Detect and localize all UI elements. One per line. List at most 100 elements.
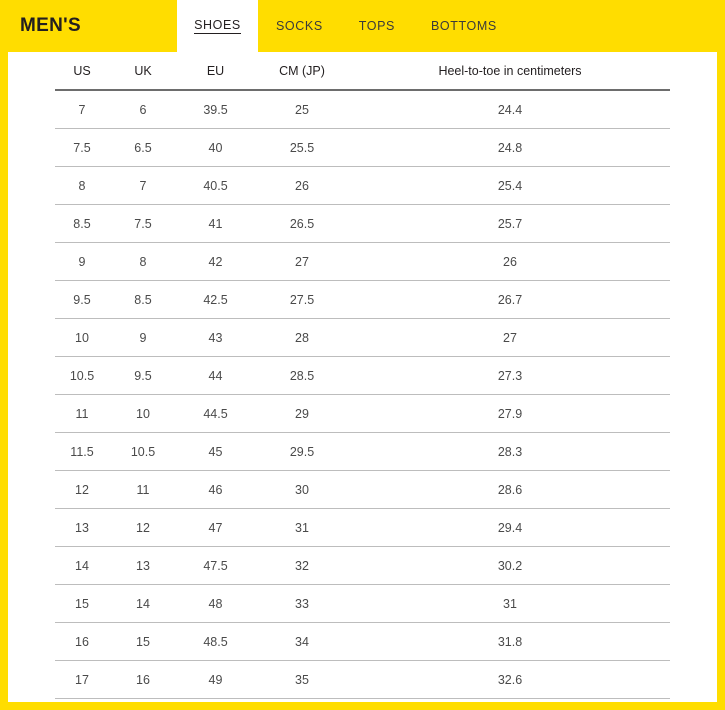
cell-r0-c0: 7: [55, 90, 109, 129]
cell-r11-c3: 31: [254, 508, 350, 547]
cell-r2-c1: 7: [109, 166, 177, 205]
size-chart-header: MEN'S SHOES SOCKS TOPS BOTTOMS: [8, 0, 717, 52]
cell-r11-c2: 47: [177, 508, 254, 547]
table-row: 7 6 39.5 25 24.4: [55, 90, 670, 129]
cell-r9-c2: 45: [177, 432, 254, 471]
cell-r9-c3: 29.5: [254, 432, 350, 471]
cell-r1-c4: 24.8: [350, 128, 670, 167]
cell-r15-c4: 32.6: [350, 660, 670, 699]
cell-r1-c1: 6.5: [109, 128, 177, 167]
cell-r15-c1: 16: [109, 660, 177, 699]
column-header-0: US: [55, 52, 109, 91]
table-row: 9.5 8.5 42.5 27.5 26.7: [55, 280, 670, 319]
page-title: MEN'S: [20, 15, 81, 36]
cell-r1-c0: 7.5: [55, 128, 109, 167]
table-row: 11 10 44.5 29 27.9: [55, 394, 670, 433]
table-row: 7.5 6.5 40 25.5 24.8: [55, 128, 670, 167]
tab-label: TOPS: [358, 19, 395, 33]
cell-r6-c4: 27: [350, 318, 670, 357]
column-header-4: Heel-to-toe in centimeters: [350, 52, 670, 91]
cell-r2-c2: 40.5: [177, 166, 254, 205]
cell-r13-c4: 31: [350, 584, 670, 623]
cell-r4-c2: 42: [177, 242, 254, 281]
cell-r13-c2: 48: [177, 584, 254, 623]
cell-r15-c2: 49: [177, 660, 254, 699]
cell-r14-c1: 15: [109, 622, 177, 661]
cell-r15-c3: 35: [254, 660, 350, 699]
cell-r6-c0: 10: [55, 318, 109, 357]
cell-r3-c4: 25.7: [350, 204, 670, 243]
cell-r12-c2: 47.5: [177, 546, 254, 585]
cell-r0-c3: 25: [254, 90, 350, 129]
table-row: 15 14 48 33 31: [55, 584, 670, 623]
table-row: 10 9 43 28 27: [55, 318, 670, 357]
cell-r12-c0: 14: [55, 546, 109, 585]
cell-r3-c1: 7.5: [109, 204, 177, 243]
column-header-1: UK: [109, 52, 177, 91]
tab-socks[interactable]: SOCKS: [258, 0, 341, 52]
cell-r11-c1: 12: [109, 508, 177, 547]
cell-r13-c3: 33: [254, 584, 350, 623]
cell-r8-c2: 44.5: [177, 394, 254, 433]
cell-r14-c0: 16: [55, 622, 109, 661]
cell-r3-c0: 8.5: [55, 204, 109, 243]
table-row: 11.5 10.5 45 29.5 28.3: [55, 432, 670, 471]
cell-r1-c2: 40: [177, 128, 254, 167]
cell-r6-c2: 43: [177, 318, 254, 357]
cell-r9-c4: 28.3: [350, 432, 670, 471]
tab-shoes[interactable]: SHOES: [177, 0, 258, 52]
cell-r12-c1: 13: [109, 546, 177, 585]
cell-r3-c3: 26.5: [254, 204, 350, 243]
cell-r6-c1: 9: [109, 318, 177, 357]
column-header-3: CM (JP): [254, 52, 350, 91]
cell-r13-c1: 14: [109, 584, 177, 623]
category-tabs: SHOES SOCKS TOPS BOTTOMS: [177, 0, 515, 52]
cell-r3-c2: 41: [177, 204, 254, 243]
size-table-panel: US UK EU CM (JP) Heel-to-toe in centimeters …: [8, 52, 717, 702]
cell-r14-c4: 31.8: [350, 622, 670, 661]
cell-r2-c4: 25.4: [350, 166, 670, 205]
cell-r7-c2: 44: [177, 356, 254, 395]
cell-r11-c4: 29.4: [350, 508, 670, 547]
cell-r10-c1: 11: [109, 470, 177, 509]
table-row: 12 11 46 30 28.6: [55, 470, 670, 509]
cell-r8-c4: 27.9: [350, 394, 670, 433]
table-row: 8.5 7.5 41 26.5 25.7: [55, 204, 670, 243]
cell-r5-c1: 8.5: [109, 280, 177, 319]
tab-label: SHOES: [194, 18, 241, 34]
cell-r11-c0: 13: [55, 508, 109, 547]
size-table-head: US UK EU CM (JP) Heel-to-toe in centimeters: [55, 52, 670, 91]
tab-bottoms[interactable]: BOTTOMS: [413, 0, 515, 52]
table-row: 17 16 49 35 32.6: [55, 660, 670, 699]
cell-r10-c3: 30: [254, 470, 350, 509]
cell-r7-c0: 10.5: [55, 356, 109, 395]
cell-r7-c1: 9.5: [109, 356, 177, 395]
cell-r4-c3: 27: [254, 242, 350, 281]
cell-r12-c3: 32: [254, 546, 350, 585]
cell-r14-c2: 48.5: [177, 622, 254, 661]
table-row: 9 8 42 27 26: [55, 242, 670, 281]
size-table-body: 7 6 39.5 25 24.4 7.5 6.5 40 25.5 24.8 8 7 40.5 26 25.4…: [55, 90, 670, 699]
cell-r5-c0: 9.5: [55, 280, 109, 319]
cell-r0-c4: 24.4: [350, 90, 670, 129]
cell-r1-c3: 25.5: [254, 128, 350, 167]
cell-r9-c1: 10.5: [109, 432, 177, 471]
cell-r2-c3: 26: [254, 166, 350, 205]
cell-r5-c2: 42.5: [177, 280, 254, 319]
tab-tops[interactable]: TOPS: [341, 0, 413, 52]
cell-r7-c4: 27.3: [350, 356, 670, 395]
cell-r6-c3: 28: [254, 318, 350, 357]
cell-r10-c2: 46: [177, 470, 254, 509]
cell-r0-c1: 6: [109, 90, 177, 129]
cell-r9-c0: 11.5: [55, 432, 109, 471]
cell-r10-c0: 12: [55, 470, 109, 509]
table-row: 14 13 47.5 32 30.2: [55, 546, 670, 585]
cell-r15-c0: 17: [55, 660, 109, 699]
cell-r4-c4: 26: [350, 242, 670, 281]
cell-r4-c1: 8: [109, 242, 177, 281]
table-header-row: US UK EU CM (JP) Heel-to-toe in centimeters: [55, 52, 670, 91]
cell-r12-c4: 30.2: [350, 546, 670, 585]
cell-r10-c4: 28.6: [350, 470, 670, 509]
size-table: US UK EU CM (JP) Heel-to-toe in centimeters …: [55, 52, 670, 699]
